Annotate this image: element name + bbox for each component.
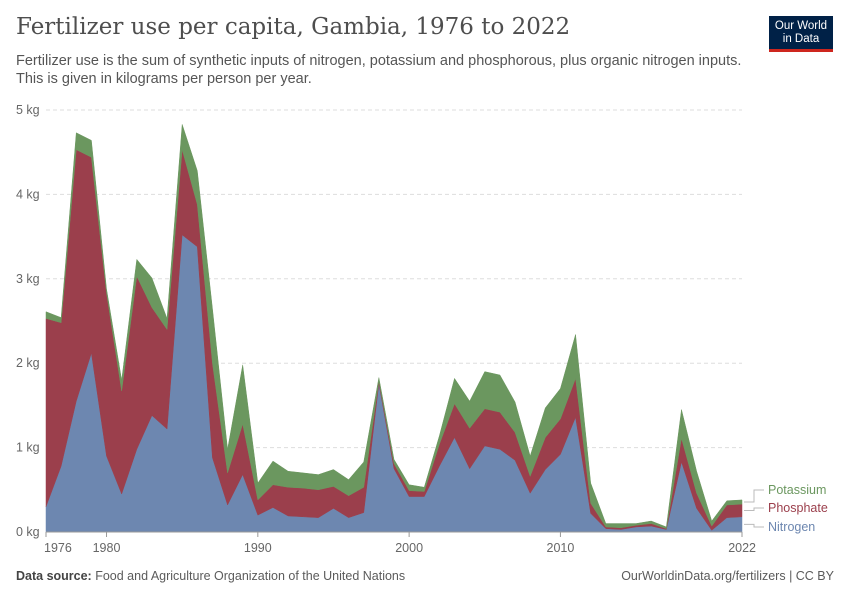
source-link[interactable]: OurWorldinData.org/fertilizers | CC BY <box>621 569 834 583</box>
y-tick-label: 4 kg <box>16 187 40 201</box>
axis-layer: 0 kg 1 kg 2 kg 3 kg 4 kg 5 kg 1976 1980 1990 2000… <box>16 103 756 555</box>
chart-title: Fertilizer use per capita, Gambia, 1976 … <box>16 14 571 40</box>
owid-logo[interactable]: Our World in Data <box>769 16 833 52</box>
legend-connector <box>744 523 764 528</box>
legend[interactable]: Nitrogen Phosphate Potassium <box>744 483 828 534</box>
y-tick-label: 0 kg <box>16 525 40 539</box>
x-tick-label: 2022 <box>728 541 756 555</box>
legend-label-potassium[interactable]: Potassium <box>768 483 826 497</box>
legend-label-phosphate[interactable]: Phosphate <box>768 501 828 515</box>
x-tick-label: 1980 <box>93 541 121 555</box>
data-source-text: Food and Agriculture Organization of the… <box>95 569 406 583</box>
y-tick-label: 3 kg <box>16 272 40 286</box>
logo-line-1: Our World <box>774 20 828 32</box>
area-series-layer <box>45 124 743 533</box>
y-tick-label: 2 kg <box>16 356 40 370</box>
data-source-label: Data source: <box>16 569 92 583</box>
legend-connector <box>744 507 764 511</box>
data-source: Data source: Food and Agriculture Organi… <box>16 569 405 583</box>
x-tick-label: 1990 <box>244 541 272 555</box>
logo-line-2: in Data <box>782 33 820 45</box>
y-tick-label: 1 kg <box>16 441 40 455</box>
legend-connector <box>744 489 764 503</box>
chart-subtitle: Fertilizer use is the sum of synthetic i… <box>16 53 742 87</box>
x-tick-label: 2010 <box>547 541 575 555</box>
x-tick-label: 2000 <box>395 541 423 555</box>
legend-label-nitrogen[interactable]: Nitrogen <box>768 520 815 534</box>
x-tick-label: 1976 <box>44 541 72 555</box>
area-potassium[interactable] <box>45 124 743 529</box>
y-tick-label: 5 kg <box>16 103 40 117</box>
